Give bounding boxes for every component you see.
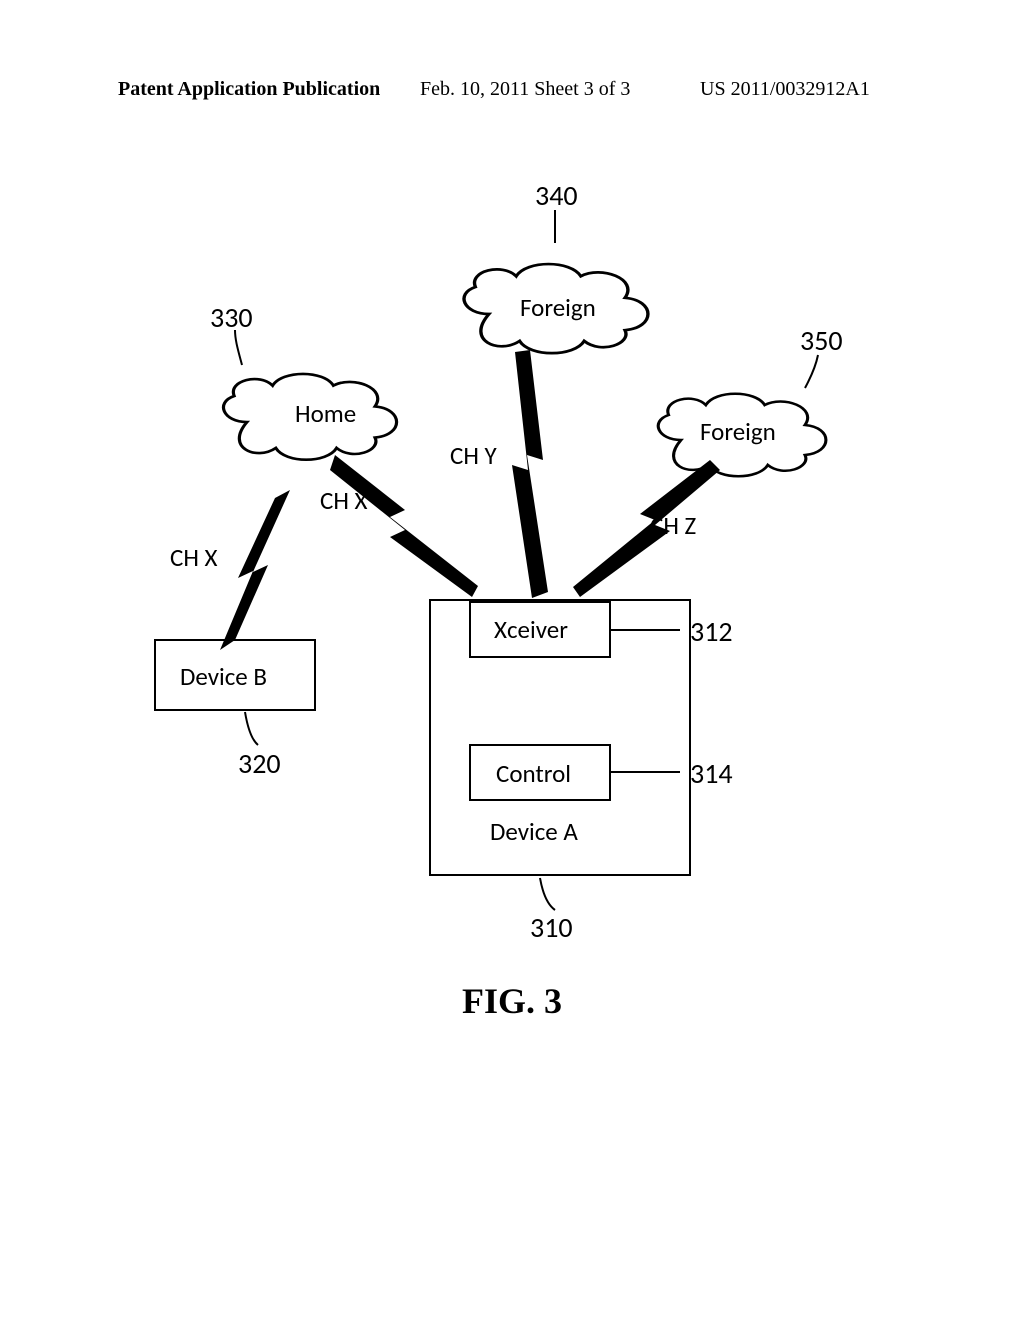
figure-title: FIG. 3 xyxy=(0,980,1024,1022)
ref-330: 330 xyxy=(210,300,253,335)
label-foreign-top: Foreign xyxy=(520,292,596,323)
ch-z: CH Z xyxy=(650,510,696,541)
label-xceiver: Xceiver xyxy=(494,614,568,645)
leader-320 xyxy=(245,712,258,745)
label-control: Control xyxy=(496,758,571,789)
ref-350: 350 xyxy=(800,323,843,358)
ref-310: 310 xyxy=(530,910,573,945)
leader-350 xyxy=(805,355,818,388)
patent-page: Patent Application Publication Feb. 10, … xyxy=(0,0,1024,1320)
ref-314: 314 xyxy=(690,756,733,791)
leader-310 xyxy=(540,878,555,910)
bolt-chx-deviceb xyxy=(220,490,290,650)
bolt-chx-home xyxy=(330,455,478,597)
ch-y: CH Y xyxy=(450,440,497,471)
ch-x-1: CH X xyxy=(320,485,368,516)
label-device-b: Device B xyxy=(180,661,267,692)
label-device-a: Device A xyxy=(490,816,578,847)
diagram-svg: Home Foreign Foreign Xceiver Control Dev… xyxy=(0,0,1024,1320)
ch-x-2: CH X xyxy=(170,542,218,573)
ref-320: 320 xyxy=(238,746,281,781)
label-home: Home xyxy=(295,398,356,429)
ref-312: 312 xyxy=(690,614,733,649)
bolt-chy xyxy=(512,350,548,598)
leader-330 xyxy=(235,330,242,365)
bolt-chz xyxy=(573,460,720,597)
ref-340: 340 xyxy=(535,178,578,213)
label-foreign-right: Foreign xyxy=(700,416,776,447)
